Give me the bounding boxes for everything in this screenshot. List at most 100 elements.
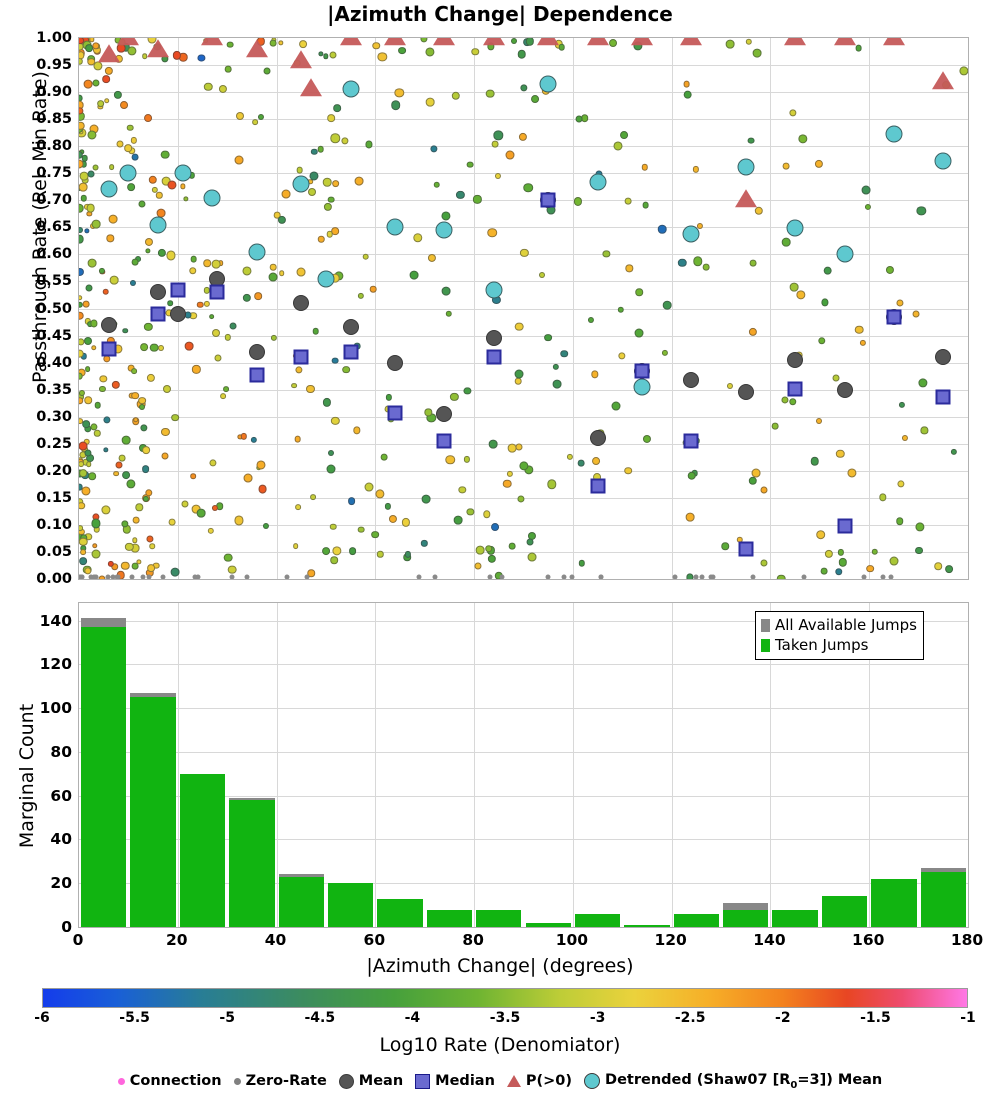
scatter-point [79,182,88,192]
scatter-point [635,288,644,297]
gridline-horizontal [79,146,968,148]
p-gt-0-point [147,39,170,58]
colorbar-tick-label: -2.5 [674,1010,706,1026]
p-gt-0-marker [506,1075,521,1088]
histogram-y-tick-label: 0 [61,918,72,936]
legend-item-mean-marker: Mean [338,1073,403,1089]
scatter-point [511,38,518,44]
histogram-bar-taken [871,878,917,927]
histogram-bar-taken [574,913,621,927]
scatter-point [93,430,101,437]
scatter-point [727,382,734,389]
scatter-point [79,461,85,468]
scatter-point [683,80,691,88]
scatter-point [269,39,277,47]
mean-point [787,351,804,368]
scatter-plot[interactable] [78,37,969,580]
scatter-point [151,186,159,193]
scatter-point [754,206,764,216]
scatter-point [782,162,790,170]
scatter-point [945,565,953,574]
scatter-point [749,259,757,267]
scatter-point [158,248,167,257]
scatter-point [223,553,233,562]
scatter-point [686,573,694,579]
connection-marker [117,1077,125,1085]
scatter-point [458,486,467,494]
scatter-point [149,543,155,549]
mean-point [387,354,404,371]
x-tick-label: 180 [950,931,984,949]
scatter-point [362,253,369,261]
scatter-point [211,505,218,512]
scatter-point [525,38,535,46]
scatter-point [80,549,87,555]
scatter-point [889,556,899,566]
scatter-point [111,380,121,389]
scatter-point [491,140,499,148]
scatter-point [323,202,332,211]
gridline-horizontal [79,173,968,175]
scatter-point [270,263,277,271]
colorbar-tick-label: -4 [404,1010,421,1026]
scatter-point [226,41,234,48]
scatter-point [661,350,668,357]
scatter-point [87,57,96,66]
x-axis-label: |Azimuth Change| (degrees) [366,955,634,977]
scatter-point [573,197,582,206]
scatter-point [357,526,365,533]
scatter-point [80,195,87,202]
scatter-point [141,53,148,59]
scatter-point [847,468,857,478]
scatter-point [760,559,768,567]
scatter-point [125,542,134,551]
mean-point [150,284,167,301]
scatter-point [171,567,180,577]
scatter-point [90,319,98,328]
gridline-horizontal [79,335,968,337]
scatter-point [90,345,97,351]
scatter-point [342,365,350,374]
scatter-point [299,40,307,48]
colorbar-tick-label: -6 [34,1010,50,1026]
scatter-point [79,372,83,380]
scatter-point [79,57,83,65]
histogram-plot[interactable] [78,602,969,928]
detrended-mean-point [934,152,952,170]
scatter-point [236,112,245,121]
scatter-point [92,79,100,87]
median-point [886,309,902,325]
scatter-y-axis-label: Passthrough Rate (Rel. Min Rate) [29,71,51,383]
scatter-point [270,334,277,342]
zero-rate-point [284,574,290,579]
histogram-legend: All Available Jumps Taken Jumps [755,611,924,660]
scatter-point [662,301,672,310]
scatter-point [377,52,387,62]
scatter-point [429,145,438,153]
scatter-point [229,322,237,330]
gridline-vertical [474,603,476,927]
scatter-point [702,264,710,271]
scatter-point [294,504,301,511]
scatter-point [113,90,122,99]
scatter-point [488,439,498,449]
zero-rate-point [861,574,867,579]
scatter-point [140,424,148,432]
colorbar-tick-label: -5 [219,1010,235,1026]
scatter-point [386,394,393,401]
scatter-point [333,104,341,112]
scatter-point [79,268,85,277]
scatter-point [131,391,140,400]
scatter-point [100,505,111,515]
scatter-point [473,195,482,204]
scatter-point [263,523,270,530]
histogram-bar-taken [130,697,176,927]
scatter-point [203,300,211,307]
scatter-point [683,90,692,100]
p-gt-0-point [631,38,654,46]
scatter-point [678,258,687,267]
scatter-point [129,279,136,286]
p-gt-0-point [300,78,323,97]
scatter-point [365,140,373,148]
scatter-point [243,473,253,483]
